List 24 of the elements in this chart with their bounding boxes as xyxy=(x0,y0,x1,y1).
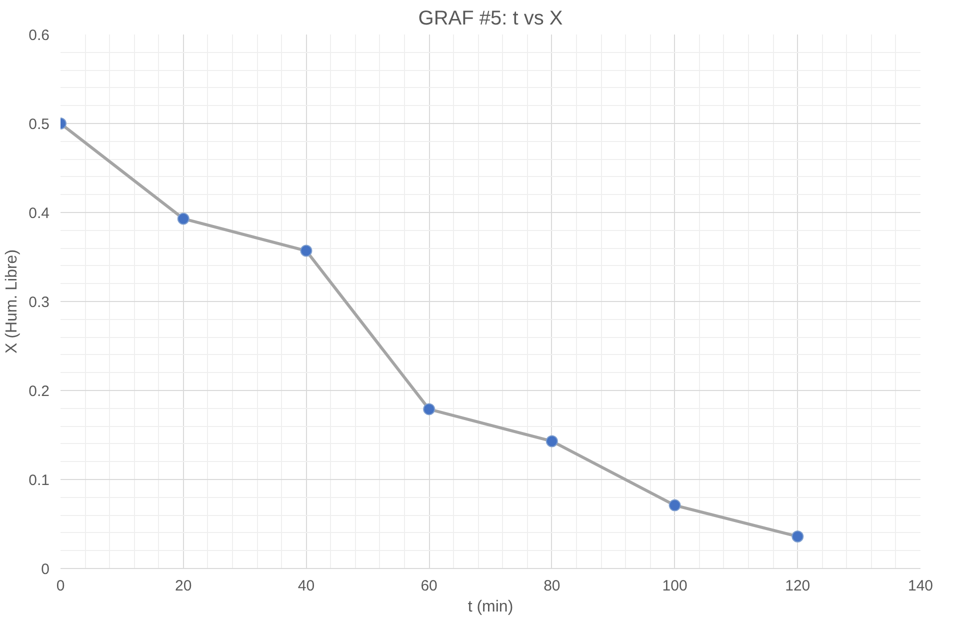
y-tick-label: 0.5 xyxy=(28,116,50,133)
y-axis-title: X (Hum. Libre) xyxy=(4,249,21,354)
x-tick-label: 80 xyxy=(544,578,560,594)
y-tick-label: 0.3 xyxy=(28,294,50,311)
x-tick-label: 20 xyxy=(175,578,192,594)
x-tick-label: 40 xyxy=(298,578,315,594)
x-tick-label: 120 xyxy=(785,578,810,594)
point xyxy=(792,530,804,542)
y-tick-label: 0 xyxy=(41,561,50,578)
x-tick-label: 0 xyxy=(56,578,65,594)
point xyxy=(668,499,681,512)
y-tick-label: 0.2 xyxy=(28,383,50,400)
x-tick-label: 140 xyxy=(908,578,934,594)
y-tick-label: 0.1 xyxy=(28,472,50,489)
point xyxy=(177,212,190,225)
chart-title: GRAF #5: t vs X xyxy=(418,8,563,30)
y-tick-label: 0.4 xyxy=(28,205,50,222)
point xyxy=(423,403,436,416)
x-tick-label: 100 xyxy=(662,578,688,594)
x-tick-label: 60 xyxy=(420,578,438,594)
y-tick-label: 0.6 xyxy=(28,27,50,44)
point xyxy=(546,435,558,448)
point xyxy=(300,244,312,257)
x-axis-title: t (min) xyxy=(468,598,514,616)
